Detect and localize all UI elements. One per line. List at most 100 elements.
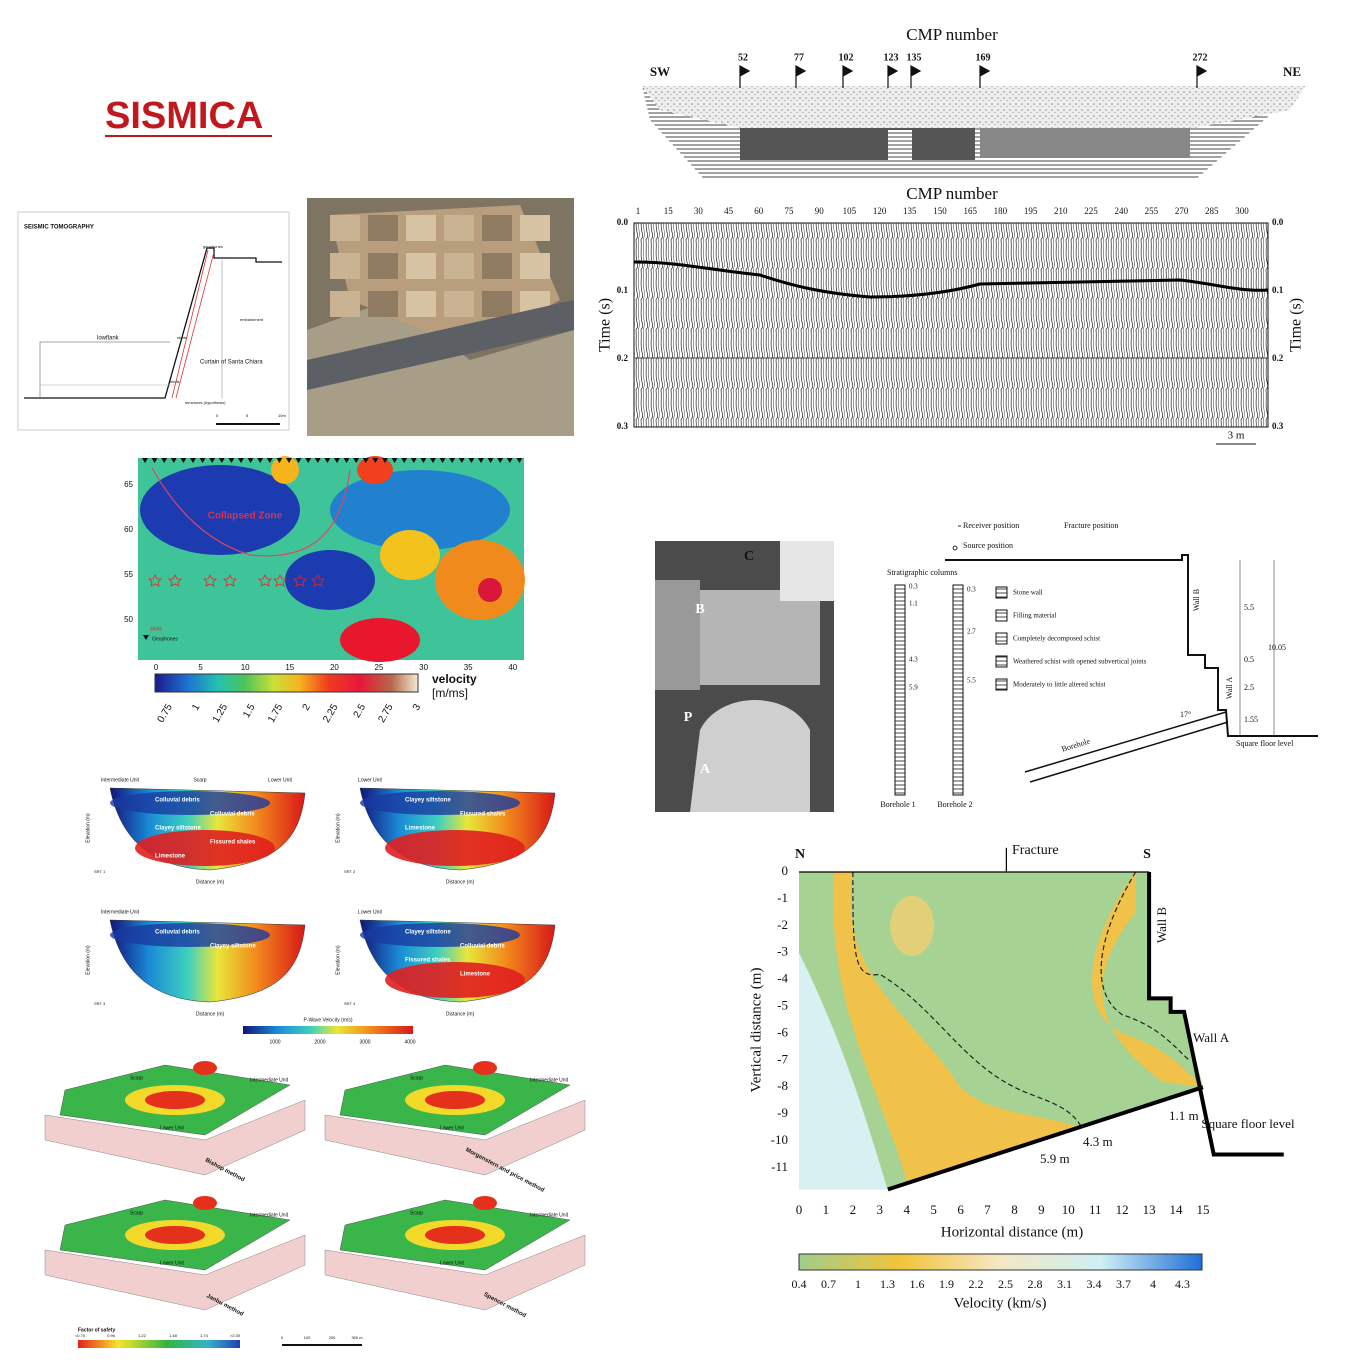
- label: shots: [177, 335, 187, 340]
- label: 1.25: [211, 702, 230, 725]
- shape: [1024, 711, 1229, 783]
- building: [482, 253, 512, 279]
- label: 14: [1170, 1202, 1184, 1217]
- label: 135: [907, 52, 922, 63]
- label: Stone wall: [1013, 589, 1043, 597]
- label: Fissured shales: [405, 958, 451, 964]
- geophone: [487, 458, 494, 463]
- label: NE: [1283, 64, 1301, 79]
- label: P-Wave Velocity (m/s): [304, 1017, 353, 1023]
- label: Factor of safety: [78, 1327, 115, 1333]
- geophone: [506, 458, 513, 463]
- label: SRT 1: [94, 869, 106, 874]
- label: Clayey siltstone: [155, 826, 201, 832]
- geophone: [391, 458, 398, 463]
- label: Elevation (m): [85, 945, 91, 975]
- label: 1.6: [910, 1277, 925, 1291]
- label: Borehole: [1060, 736, 1091, 753]
- shot-marker: [223, 574, 237, 587]
- label: 10: [1062, 1202, 1075, 1217]
- srt-layer: [385, 830, 525, 866]
- geophone: [314, 458, 321, 463]
- label: B: [695, 602, 704, 617]
- label: 52: [738, 52, 748, 63]
- label: structures (hypothesis): [185, 400, 226, 405]
- contour: [852, 871, 1190, 1128]
- label: 2.5: [352, 702, 369, 720]
- label: Vertical distance (m): [748, 968, 764, 1093]
- label: 4: [1150, 1277, 1156, 1291]
- shot-marker: [203, 574, 217, 587]
- shape: [740, 128, 975, 160]
- label: Collapsed Zone: [208, 511, 283, 522]
- label: Source position: [963, 541, 1013, 550]
- shape: [945, 554, 1318, 737]
- label: 4.3: [909, 656, 918, 664]
- label: Clayey siltstone: [405, 798, 451, 804]
- label: 20: [330, 663, 339, 672]
- label: Limestone: [405, 826, 436, 832]
- label: 270: [1175, 206, 1189, 216]
- label: 272: [1193, 52, 1208, 63]
- label: Distance (m): [446, 1011, 475, 1017]
- flag: [842, 64, 854, 88]
- label: 123: [884, 52, 899, 63]
- label: 77: [794, 52, 804, 63]
- geophone: [497, 458, 504, 463]
- label: 4: [903, 1202, 910, 1217]
- fos-zone: [425, 1226, 485, 1244]
- label: 17°: [1180, 710, 1191, 719]
- shape: [171, 249, 215, 399]
- label: 2.5: [998, 1277, 1013, 1291]
- label: 1.1: [909, 600, 918, 608]
- label: 40: [508, 663, 517, 672]
- geophone: [190, 458, 196, 463]
- building: [330, 291, 360, 317]
- label: 4000: [404, 1039, 415, 1045]
- fos-zone: [473, 1196, 497, 1210]
- geophone: [295, 458, 302, 463]
- shape: [151, 467, 351, 557]
- geophone: [478, 458, 484, 463]
- label: Distance (m): [446, 879, 475, 885]
- building: [482, 291, 512, 317]
- shot-marker: [148, 574, 162, 587]
- label: 35: [464, 663, 473, 672]
- label: Lower Unit: [440, 1125, 465, 1131]
- geophone: [266, 458, 273, 463]
- label: shots: [170, 379, 180, 384]
- label: -4: [777, 971, 788, 986]
- label: 135: [903, 206, 917, 216]
- label: 2: [301, 702, 314, 713]
- label: Intermediate Unit: [530, 1077, 569, 1083]
- label: Lower Unit: [358, 777, 383, 783]
- label: >2.00: [230, 1333, 241, 1338]
- label: lowflank: [97, 336, 120, 342]
- block-side: [324, 1234, 586, 1311]
- blob: [330, 470, 510, 550]
- label: <0.70: [75, 1333, 86, 1338]
- label: 2.7: [967, 628, 976, 636]
- blob: [435, 540, 525, 620]
- label: 300: [1235, 206, 1249, 216]
- label: 75: [785, 206, 795, 216]
- shape: [655, 580, 700, 690]
- label: Scarp: [410, 1075, 423, 1081]
- label: N: [795, 847, 805, 862]
- flag: [739, 64, 751, 88]
- label: 0.0: [617, 217, 629, 227]
- shot-marker: [293, 574, 307, 587]
- label: 0.7: [821, 1277, 836, 1291]
- label: CMP number: [906, 25, 998, 44]
- label: Intermediate Unit: [101, 909, 140, 915]
- geophone: [238, 458, 244, 463]
- label: Wall B: [1154, 907, 1169, 943]
- fos-zone: [145, 1091, 205, 1109]
- label: 60: [754, 206, 764, 216]
- building: [406, 253, 436, 279]
- label: 285: [1205, 206, 1219, 216]
- label: 0.96: [107, 1333, 116, 1338]
- label: Elevation (m): [85, 813, 91, 843]
- building: [482, 215, 512, 241]
- geophone: [305, 458, 312, 463]
